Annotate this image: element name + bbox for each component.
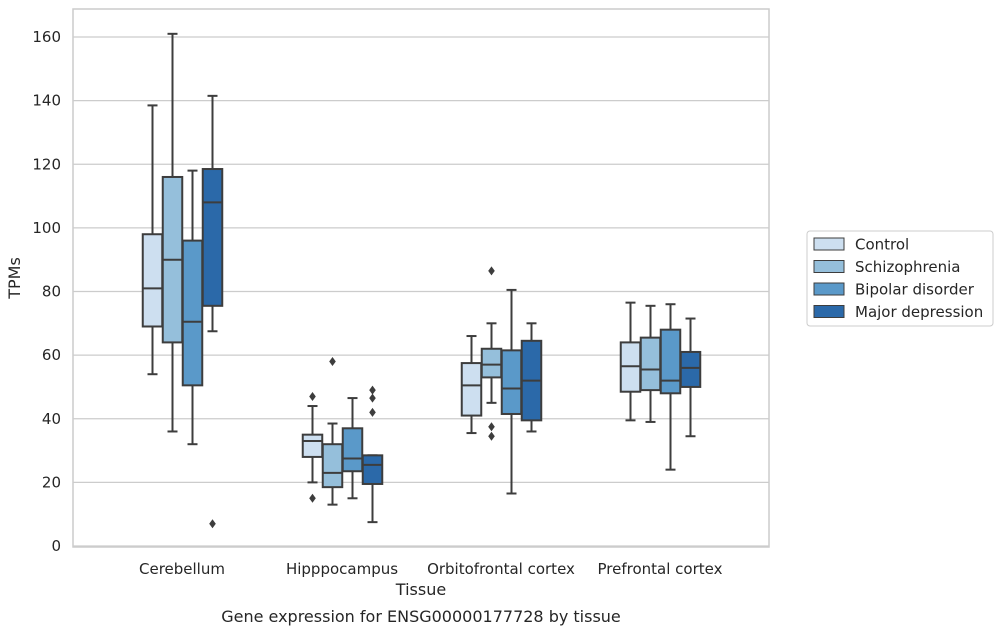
y-axis-label: TPMs [5,257,24,300]
box-control-1 [301,391,324,503]
box-iqr [181,239,204,387]
outlier-point [329,356,336,366]
outlier-point [209,519,216,529]
legend-label: Major depression [855,303,983,321]
outlier-point [369,385,376,395]
outlier-point [488,422,495,432]
box-iqr [659,328,682,395]
box-major-depression-0 [201,94,224,529]
box-iqr [141,233,164,328]
box-bipolar-disorder-0 [181,169,204,446]
legend-frame [806,230,994,327]
outlier-point [369,393,376,403]
box-schizophrenia-2 [480,266,503,441]
legend: Control Schizophrenia Bipolar disorder Majo… [806,230,994,327]
x-tick-label: Prefrontal cortex [598,560,723,578]
boxes [141,32,702,529]
outlier-point [369,407,376,417]
legend-swatch [813,282,845,296]
legend-swatch [813,305,845,318]
legend-swatch [813,260,845,273]
box-schizophrenia-3 [639,304,662,423]
y-tick-label-40: 40 [42,410,61,428]
legend-label: Schizophrenia [855,258,960,276]
box-iqr [361,454,384,485]
box-control-3 [619,301,642,422]
chart-title: Gene expression for ENSG00000177728 by t… [221,607,621,626]
y-tick-label-0: 0 [51,537,61,555]
box-schizophrenia-1 [321,356,344,506]
legend-label: Bipolar disorder [855,281,975,299]
y-tick-label-80: 80 [42,283,61,301]
outlier-point [488,431,495,441]
x-tick-label: Hipppocampus [286,560,398,578]
box-iqr [341,427,364,473]
box-iqr [639,336,662,392]
outlier-point [309,391,316,401]
y-tick-label-60: 60 [42,346,61,364]
box-iqr [201,168,224,307]
box-schizophrenia-0 [161,32,184,433]
box-iqr [460,362,483,417]
y-ticks: 0 20 40 60 80 100 120 140 160 [32,28,61,555]
box-iqr [679,350,702,388]
box-iqr [301,433,324,458]
box-major-depression-2 [520,322,543,433]
box-control-0 [141,104,164,376]
y-tick-label-20: 20 [42,473,61,491]
box-iqr [321,443,344,489]
box-iqr [500,349,523,415]
x-ticks: Cerebellum Hipppocampus Orbitofrontal cort… [139,560,723,578]
plot-area [72,8,770,548]
box-major-depression-3 [679,317,702,438]
box-bipolar-disorder-1 [341,397,364,500]
box-bipolar-disorder-3 [659,303,682,471]
outlier-point [309,493,316,503]
box-iqr [480,347,503,379]
x-axis-label: Tissue [395,580,446,599]
y-tick-label-160: 160 [32,28,61,46]
outlier-point [488,266,495,276]
y-tick-label-120: 120 [32,155,61,173]
legend-label: Control [855,236,909,254]
box-bipolar-disorder-2 [500,288,523,495]
x-tick-label: Cerebellum [139,560,225,578]
legend-swatch [813,237,845,251]
box-major-depression-1 [361,385,384,524]
x-tick-label: Orbitofrontal cortex [427,560,575,578]
y-tick-label-140: 140 [32,92,61,110]
box-control-2 [460,335,483,435]
y-tick-label-100: 100 [32,219,61,237]
